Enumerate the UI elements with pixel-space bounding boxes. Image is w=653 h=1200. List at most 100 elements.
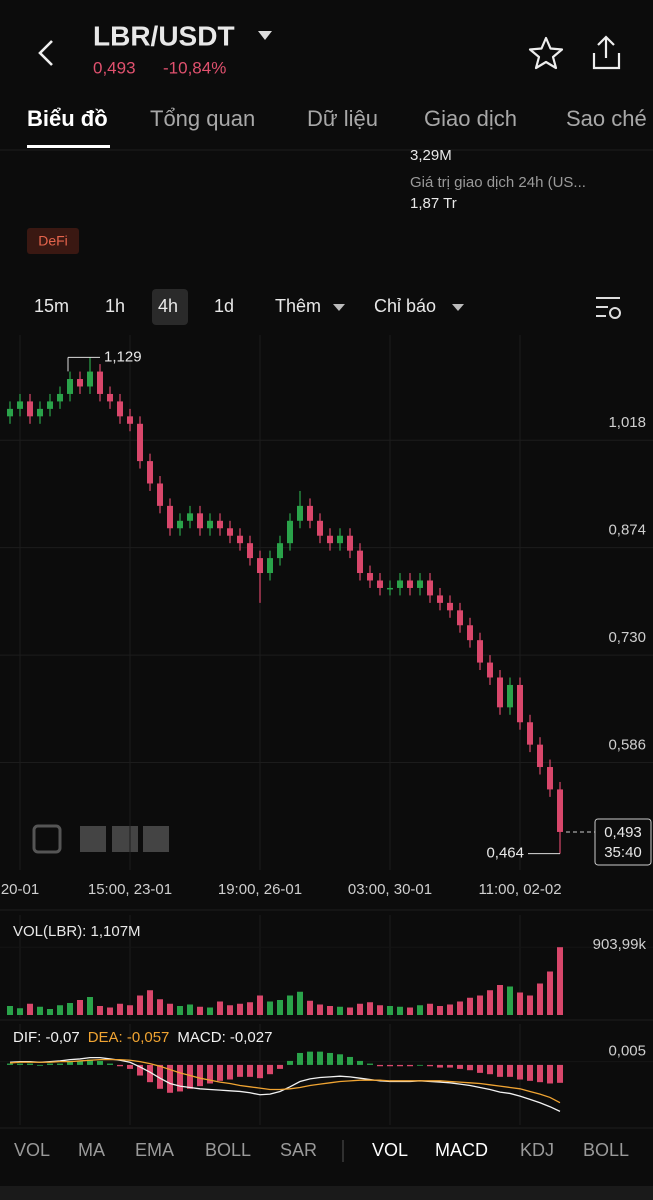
macd-bar [287, 1060, 293, 1065]
interval[interactable]: 1h [105, 296, 125, 316]
candle-body [107, 393, 113, 402]
tab[interactable]: Tổng quan [150, 106, 255, 131]
candle-body [47, 401, 53, 409]
macd-bar [227, 1064, 233, 1080]
indicator-tab[interactable]: SAR [280, 1140, 317, 1160]
candle-body [257, 558, 263, 574]
legend-entry: MACD: -0,027 [177, 1029, 272, 1046]
macd-bar [427, 1064, 433, 1067]
macd-bar [277, 1064, 283, 1069]
indicator-tab[interactable]: EMA [135, 1140, 174, 1160]
interval[interactable]: 15m [34, 296, 69, 316]
macd-bar [517, 1064, 523, 1080]
more-menu[interactable]: Thêm [275, 296, 321, 316]
tab[interactable]: Biểu đồ [27, 106, 108, 131]
indicator-tab[interactable]: BOLL [205, 1140, 251, 1160]
macd-bar [17, 1063, 23, 1065]
volume-bar [17, 1008, 23, 1015]
candle-body [167, 505, 173, 529]
macd-bar [127, 1064, 133, 1069]
volume-bar [557, 947, 563, 1015]
candle-body [17, 401, 23, 409]
candle-body [297, 505, 303, 521]
macd-bar [47, 1063, 53, 1065]
candle-body [237, 535, 243, 544]
okx-watermark [32, 824, 62, 854]
candle-body [427, 580, 433, 596]
legend-entry: DIF: -0,07 [13, 1029, 80, 1046]
interval[interactable]: 4h [158, 296, 178, 316]
volume-bar [337, 1006, 343, 1015]
chart-settings[interactable] [596, 297, 621, 319]
share-button[interactable] [592, 35, 621, 70]
indicator-tab[interactable]: KDJ [520, 1140, 554, 1160]
volume-bar [457, 1001, 463, 1015]
tab-bar: Biểu đồ Tổng quan Dữ liệu Giao dịch Sao ché [27, 106, 647, 148]
volume-bar [7, 1006, 13, 1015]
x-tick-label: 19:00, 26-01 [218, 881, 302, 898]
pair-dropdown[interactable] [258, 31, 272, 40]
y-tick-label: 0,874 [608, 522, 646, 539]
volume-bar [27, 1003, 33, 1015]
macd-bar [147, 1064, 153, 1083]
stat-value: 3,29M [410, 147, 452, 164]
indicator-menu[interactable]: Chỉ báo [374, 296, 436, 316]
macd-bar [197, 1064, 203, 1087]
macd-bar [377, 1064, 383, 1067]
y-tick-label: 903,99k [593, 936, 647, 953]
macd-bar [467, 1064, 473, 1071]
candle-body [457, 610, 463, 626]
low-label: 0,464 [486, 845, 524, 862]
macd-bar [247, 1064, 253, 1077]
candle-body [207, 520, 213, 529]
indicator-tab[interactable]: VOL [372, 1140, 408, 1160]
macd-bar [367, 1063, 373, 1065]
volume-bar [167, 1003, 173, 1015]
volume-bar [327, 1006, 333, 1015]
candle-body [137, 423, 143, 462]
countdown: 35:40 [604, 844, 642, 861]
tag[interactable]: DeFi [38, 233, 68, 249]
volume-bar [157, 999, 163, 1015]
volume-bar [97, 1006, 103, 1015]
candle-body [7, 408, 13, 417]
candle-body [287, 520, 293, 544]
candle-body [217, 520, 223, 529]
volume-bar [497, 985, 503, 1015]
candle-body [317, 520, 323, 536]
macd-bar [137, 1064, 143, 1076]
back-button[interactable] [38, 40, 53, 66]
macd-bar [337, 1054, 343, 1065]
tab[interactable]: Sao ché [566, 106, 647, 131]
candle-body [67, 379, 73, 394]
macd-bar [67, 1060, 73, 1065]
candle-body [247, 543, 253, 559]
macd-bar [267, 1064, 273, 1075]
indicator-tab[interactable]: VOL [14, 1140, 50, 1160]
interval[interactable]: 1d [214, 296, 234, 316]
indicator-tab[interactable]: MA [78, 1140, 105, 1160]
candle-body [447, 602, 453, 611]
pair-title[interactable]: LBR/USDT [93, 20, 235, 51]
candle-body [37, 408, 43, 417]
volume-bar [467, 997, 473, 1015]
favorite-button[interactable] [528, 36, 564, 70]
volume-bar [487, 990, 493, 1015]
volume-bar [377, 1005, 383, 1015]
tab[interactable]: Dữ liệu [307, 106, 378, 131]
volume-bar [237, 1003, 243, 1015]
indicator-tab[interactable]: BOLL [583, 1140, 629, 1160]
tab-underline [27, 145, 110, 148]
indicator-tab[interactable]: MACD [435, 1140, 488, 1160]
macd-bar [417, 1064, 423, 1066]
volume-bar [217, 1001, 223, 1015]
tab[interactable]: Giao dịch [424, 106, 517, 131]
volume-bar [37, 1006, 43, 1015]
volume-bar [187, 1004, 193, 1015]
y-tick-label: 1,018 [608, 414, 646, 431]
candle-body [417, 580, 423, 588]
macd-bar [297, 1052, 303, 1065]
volume-bar [57, 1005, 63, 1015]
volume-bar [507, 986, 513, 1015]
candle-body [117, 401, 123, 417]
